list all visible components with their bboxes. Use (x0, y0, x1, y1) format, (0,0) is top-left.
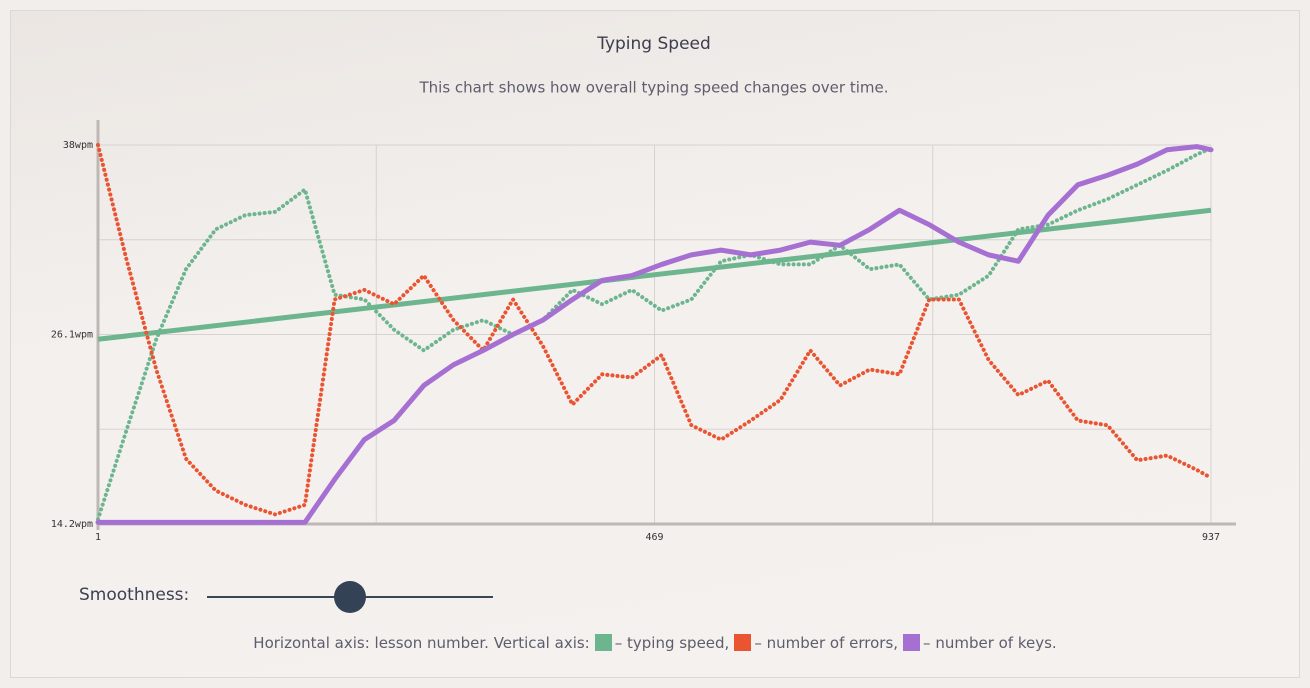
grid (97, 144, 1212, 525)
legend-label: – number of keys. (923, 634, 1057, 652)
legend: Horizontal axis: lesson number. Vertical… (0, 634, 1310, 652)
chart-subtitle: This chart shows how overall typing spee… (419, 79, 889, 97)
legend-swatch (594, 634, 612, 651)
x-tick-label: 1 (95, 532, 101, 543)
x-tick-label: 469 (645, 532, 663, 543)
slider-knob[interactable] (334, 581, 366, 613)
series-line (95, 144, 1214, 525)
y-tick-label: 26.1wpm (51, 330, 93, 341)
legend-caption: Horizontal axis: lesson number. Vertical… (253, 634, 590, 652)
trend-line (97, 207, 1212, 342)
legend-label: – typing speed, (614, 634, 730, 652)
legend-label: – number of errors, (754, 634, 899, 652)
chart-title: Typing Speed (596, 34, 711, 54)
y-tick-label: 38wpm (63, 140, 93, 151)
y-tick-label: 14.2wpm (51, 519, 93, 530)
slider-label: Smoothness: (79, 585, 190, 605)
legend-swatch (903, 634, 921, 651)
x-tick-label: 937 (1202, 532, 1220, 543)
legend-swatch (734, 634, 752, 651)
series-line (96, 143, 1213, 517)
